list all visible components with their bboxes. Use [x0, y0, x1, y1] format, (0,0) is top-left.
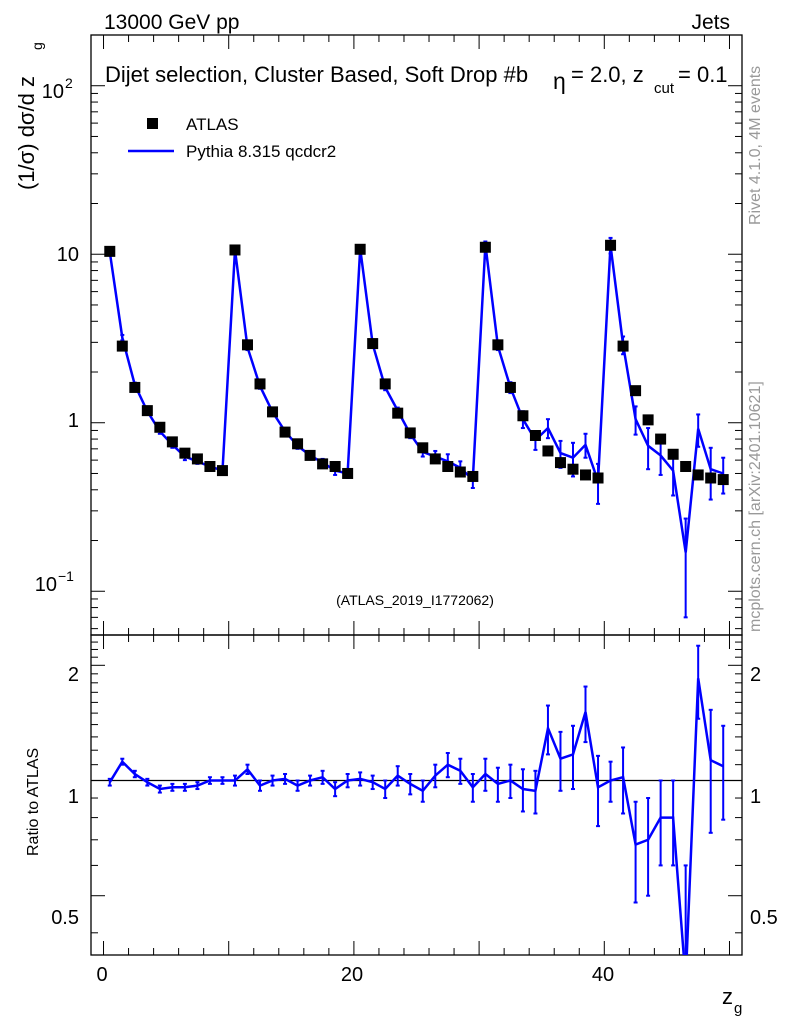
svg-text:= 2.0, z: = 2.0, z — [571, 62, 644, 87]
header-right: Jets — [691, 11, 730, 34]
chart-title: Dijet selection, Cluster Based, Soft Dro… — [105, 62, 728, 97]
x-tick-label-0: 0 — [96, 964, 107, 986]
svg-text:2: 2 — [65, 75, 73, 91]
atlas-point — [104, 245, 116, 257]
atlas-point — [717, 474, 729, 486]
x-tick-label-20: 20 — [341, 964, 363, 986]
atlas-point — [154, 421, 166, 433]
y-axis-label-ratio: Ratio to ATLAS — [25, 748, 42, 856]
atlas-point — [554, 457, 566, 469]
atlas-point — [479, 241, 491, 253]
y-tick-label-ratio-0.5-right: 0.5 — [750, 907, 778, 929]
atlas-point — [529, 430, 541, 442]
top-panel-pythia-series — [107, 236, 726, 619]
atlas-point — [592, 472, 604, 484]
atlas-point — [467, 470, 479, 482]
header-left: 13000 GeV pp — [104, 11, 239, 34]
atlas-point — [329, 460, 341, 472]
atlas-point — [692, 469, 704, 481]
atlas-point — [442, 460, 454, 472]
y-tick-label-top-1e-1: 10 −1 — [35, 568, 74, 596]
atlas-point — [504, 381, 516, 393]
y-axis-label-top: (1/σ) dσ/d z g — [14, 42, 45, 190]
atlas-point — [630, 385, 642, 397]
atlas-point — [304, 449, 316, 461]
atlas-point — [642, 414, 654, 426]
atlas-point — [129, 381, 141, 393]
atlas-point — [605, 239, 617, 251]
atlas-point — [429, 453, 441, 465]
ratio-line — [108, 678, 724, 955]
rivet-label: Rivet 4.1.0, 4M events — [747, 66, 764, 225]
y-tick-label-ratio-2-right: 2 — [750, 664, 761, 686]
x-axis-label: z g — [722, 984, 742, 1017]
atlas-point — [567, 463, 579, 475]
legend-label-atlas: ATLAS — [186, 115, 239, 134]
svg-text:(1/σ) dσ/d z: (1/σ) dσ/d z — [14, 76, 39, 190]
atlas-point — [392, 407, 404, 419]
top-panel-atlas-series — [104, 239, 729, 486]
y-tick-label-ratio-1: 1 — [68, 786, 79, 808]
svg-text:= 0.1: = 0.1 — [678, 62, 728, 87]
svg-text:−1: −1 — [58, 568, 74, 584]
atlas-point — [317, 458, 329, 470]
atlas-point — [204, 460, 216, 472]
atlas-point — [241, 339, 253, 351]
ratio-panel-pythia-series — [107, 644, 726, 955]
atlas-point — [292, 438, 304, 450]
y-tick-label-top-1e2: 10 2 — [42, 75, 73, 103]
svg-text:10: 10 — [35, 574, 57, 596]
mcplots-label: mcplots.cern.ch [arXiv:2401.10621] — [747, 381, 764, 632]
atlas-point — [492, 339, 504, 351]
ratio-clip-group — [107, 644, 726, 955]
atlas-point — [705, 472, 717, 484]
atlas-point — [454, 466, 466, 478]
atlas-point — [417, 442, 429, 454]
atlas-point — [667, 448, 679, 460]
atlas-point — [342, 467, 354, 479]
atlas-point — [216, 465, 228, 477]
atlas-point — [267, 406, 279, 418]
svg-text:Dijet selection, Cluster Based: Dijet selection, Cluster Based, Soft Dro… — [105, 62, 528, 87]
svg-text:g: g — [29, 42, 45, 50]
svg-text:g: g — [734, 1000, 742, 1017]
legend-label-pythia: Pythia 8.315 qcdcr2 — [186, 142, 336, 161]
pythia-line — [108, 244, 724, 553]
atlas-point — [379, 378, 391, 390]
legend-marker-atlas — [147, 118, 158, 129]
atlas-point — [191, 453, 203, 465]
atlas-point — [254, 378, 266, 390]
x-tick-label-40: 40 — [592, 964, 614, 986]
atlas-point — [229, 244, 241, 256]
atlas-point — [517, 410, 529, 422]
atlas-point — [542, 445, 554, 457]
atlas-point — [354, 243, 366, 255]
y-tick-label-top-10: 10 — [57, 244, 79, 266]
atlas-point — [116, 340, 128, 352]
atlas-point — [404, 427, 416, 439]
atlas-point — [179, 447, 191, 459]
y-tick-label-ratio-1-right: 1 — [750, 786, 761, 808]
y-tick-label-ratio-2: 2 — [68, 664, 79, 686]
svg-text:10: 10 — [42, 81, 64, 103]
analysis-watermark: (ATLAS_2019_I1772062) — [336, 592, 494, 608]
svg-text:z: z — [722, 984, 733, 1009]
atlas-point — [617, 340, 629, 352]
axis-ticks — [91, 34, 742, 955]
ratio-panel-frame — [90, 634, 743, 956]
atlas-point — [367, 338, 379, 350]
atlas-point — [141, 405, 153, 417]
atlas-point — [279, 426, 291, 438]
atlas-point — [655, 433, 667, 445]
atlas-point — [580, 469, 592, 481]
svg-text:cut: cut — [654, 80, 675, 97]
atlas-point — [680, 460, 692, 472]
atlas-point — [166, 436, 178, 448]
y-tick-label-top-1: 1 — [68, 410, 79, 432]
svg-text:η: η — [553, 68, 566, 94]
y-tick-label-ratio-0.5: 0.5 — [51, 907, 79, 929]
